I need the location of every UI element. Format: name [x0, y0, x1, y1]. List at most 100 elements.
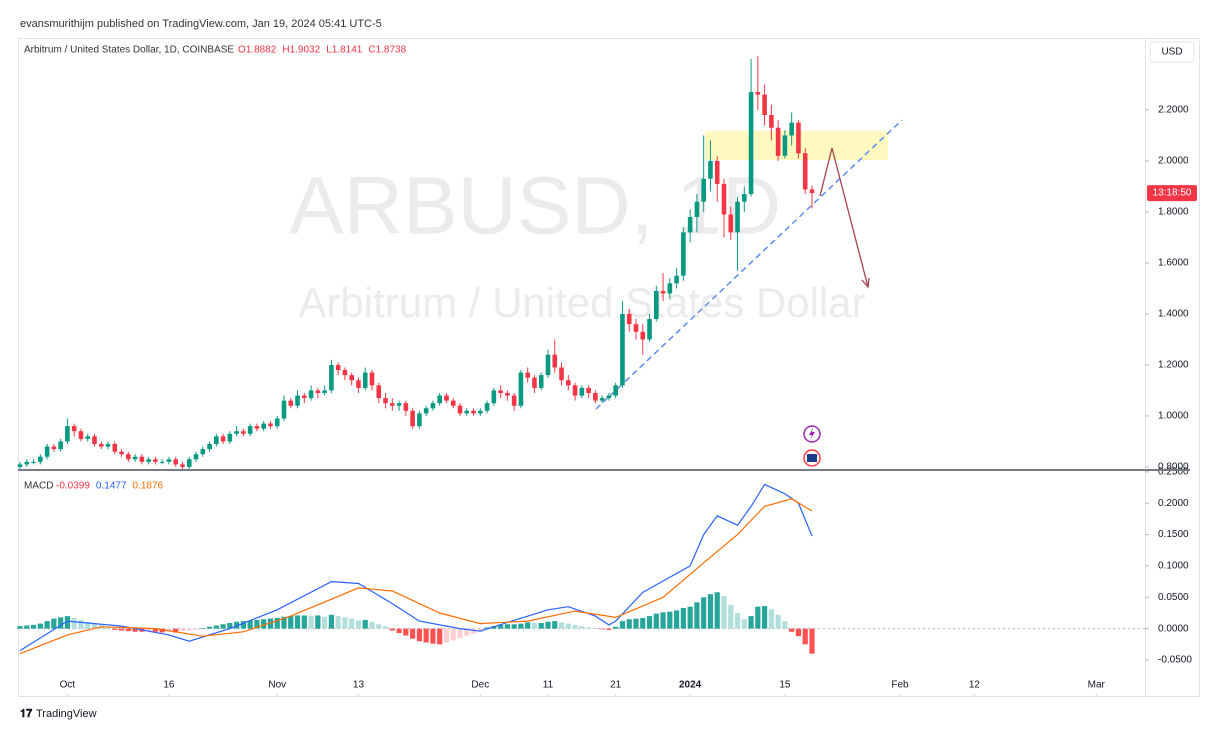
x-tick-label: 21 — [610, 680, 622, 691]
histogram-bar — [261, 619, 267, 629]
candle-body — [714, 160, 720, 184]
histogram-bar — [748, 616, 754, 629]
currency-button[interactable] — [1149, 41, 1195, 63]
candle-body — [728, 214, 734, 233]
macd-legend: -0.0399 0.1477 0.1876 — [56, 481, 164, 492]
histogram-bar — [342, 617, 348, 629]
candle-body — [254, 426, 260, 429]
histogram-bar — [274, 617, 280, 629]
candle-body — [566, 380, 571, 386]
histogram-bar — [369, 621, 375, 629]
histogram-bar — [423, 628, 429, 643]
candle-body — [85, 436, 91, 439]
candle-body — [403, 403, 409, 411]
histogram-bar — [606, 628, 612, 630]
candle-body — [796, 122, 801, 154]
histogram-bar — [795, 628, 802, 637]
candle-body — [24, 461, 30, 465]
candle-body — [207, 443, 212, 450]
histogram-bar — [234, 621, 240, 629]
candle-body — [735, 201, 740, 233]
histogram-bar — [477, 628, 483, 632]
histogram-bar — [416, 628, 422, 642]
histogram-bar — [85, 621, 91, 629]
histogram-bar — [782, 621, 788, 629]
histogram-bar — [450, 628, 456, 641]
histogram-bar — [694, 602, 700, 629]
x-tick-label: 13 — [353, 680, 365, 691]
histogram-bar — [572, 624, 578, 629]
histogram-bar — [254, 619, 260, 629]
plot-area: 0.8000 1.0000 1.2000 1.4000 1.6000 1.8000 2.00… — [17, 56, 1192, 697]
histogram-bar — [768, 609, 774, 629]
histogram-bar — [437, 628, 443, 645]
candle-body — [200, 449, 206, 455]
chart-frame — [18, 38, 1200, 697]
candle-body — [464, 410, 470, 414]
histogram-bar — [91, 623, 98, 629]
histogram-bar — [714, 592, 720, 629]
candle-body — [288, 400, 294, 406]
histogram-bar — [504, 624, 510, 629]
candle-body — [65, 426, 70, 442]
candle-body — [505, 392, 510, 396]
candle-body — [417, 413, 422, 427]
candle-body — [98, 443, 104, 447]
histogram-bar — [51, 618, 57, 629]
candle-body — [173, 459, 179, 465]
candle-body — [674, 275, 679, 284]
candle-body — [112, 443, 118, 452]
y-tick-label: 1.2000 — [1158, 360, 1189, 371]
x-tick-label: Mar — [1088, 680, 1106, 691]
histogram-bar — [761, 606, 768, 629]
candle-body — [660, 290, 666, 294]
countdown-label: 13:18:50 — [1153, 188, 1192, 199]
candle-body — [410, 410, 415, 427]
candle-body — [647, 319, 652, 340]
candle-body — [193, 454, 199, 460]
candle-body — [44, 446, 50, 457]
candle-body — [559, 367, 564, 381]
candle-body — [478, 410, 483, 414]
candle-body — [430, 403, 436, 409]
histogram-bar — [58, 617, 64, 629]
candle-body — [586, 387, 591, 393]
histogram-bar — [464, 628, 470, 636]
macd-y-tick-label: 0.0000 — [1158, 623, 1189, 634]
candle-body — [146, 459, 151, 462]
histogram-bar — [538, 623, 544, 629]
candle-body — [356, 380, 361, 388]
histogram-bar — [301, 615, 307, 629]
macd-title: MACD — [24, 481, 53, 492]
histogram-bar — [308, 616, 314, 629]
histogram-bar — [118, 628, 125, 631]
histogram-bar — [173, 628, 179, 633]
histogram-bar — [335, 616, 341, 629]
histogram-bar — [741, 619, 747, 629]
candle-body — [498, 390, 503, 393]
candle-body — [444, 395, 449, 401]
histogram-bar — [44, 621, 50, 629]
candle-body — [335, 364, 341, 371]
histogram-bar — [220, 624, 226, 629]
watermark-group: ARBUSD, 1D Arbitrum / United States Doll… — [289, 161, 866, 326]
candle-body — [545, 354, 551, 376]
histogram-bar — [328, 614, 334, 629]
candle-body — [92, 436, 97, 444]
candle-body — [315, 390, 321, 393]
histogram-bar — [701, 597, 707, 629]
histogram-bar — [376, 624, 382, 629]
candle-body — [17, 464, 23, 467]
candle-body — [708, 160, 713, 179]
candle-body — [613, 385, 618, 396]
candle-body — [701, 178, 706, 202]
y-tick-label: 2.0000 — [1158, 156, 1189, 167]
histogram-bar — [17, 626, 23, 629]
tv-logo-mark: 𝟏𝟕 — [20, 708, 33, 720]
histogram-bar — [721, 596, 727, 629]
histogram-bar — [470, 628, 477, 634]
macd-y-tick-label: 0.1000 — [1158, 561, 1189, 572]
candle-body — [369, 372, 375, 386]
histogram-bar — [213, 625, 219, 629]
x-tick-label: 11 — [543, 680, 554, 691]
